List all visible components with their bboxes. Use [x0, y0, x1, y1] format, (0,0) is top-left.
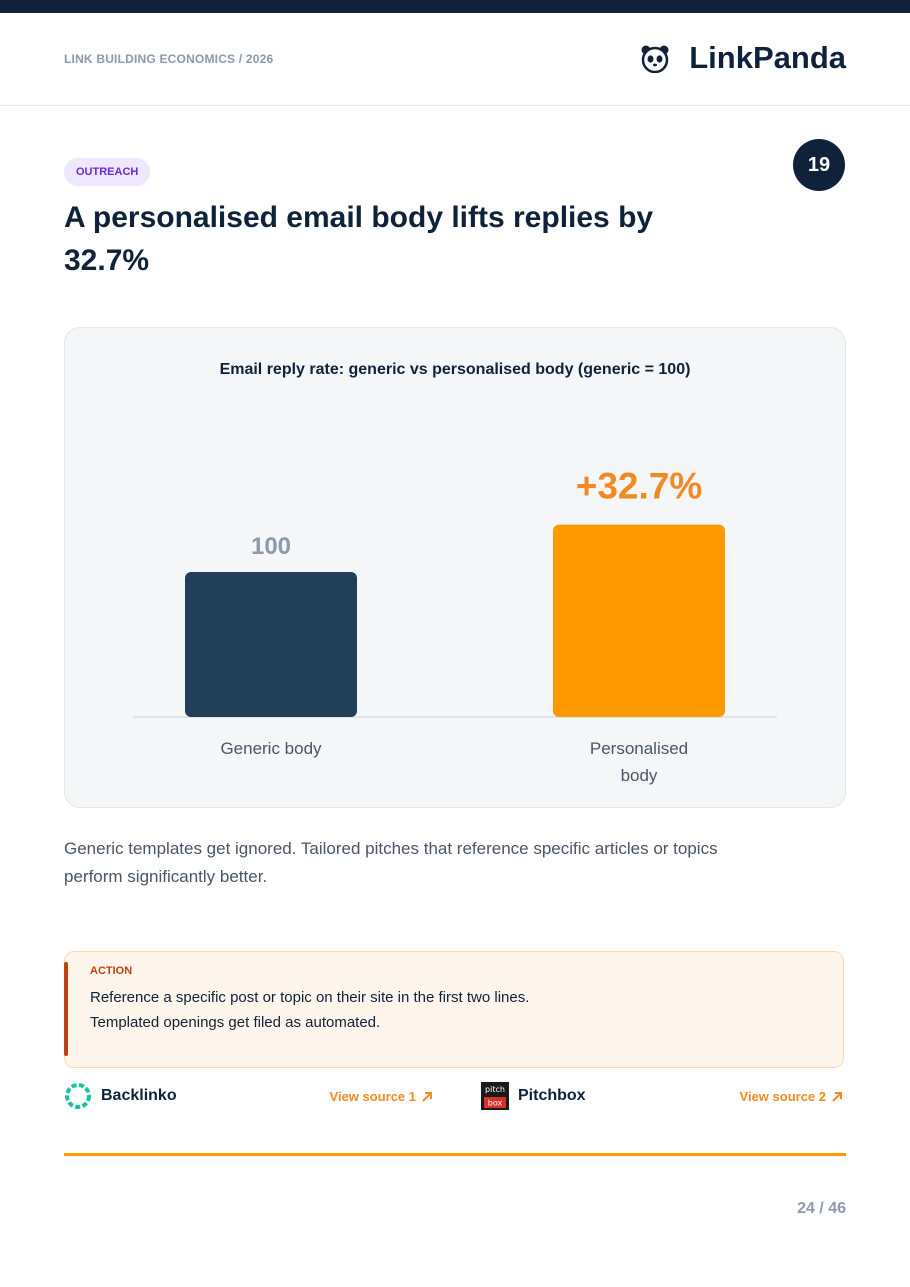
- category-label: Personalised body: [589, 739, 689, 785]
- value-label: +32.7%: [576, 466, 703, 507]
- source-name: Pitchbox: [518, 1087, 586, 1104]
- action-text: Templated openings get filed as automate…: [90, 1014, 381, 1031]
- bar: [553, 524, 725, 717]
- source-name: Backlinko: [101, 1087, 177, 1104]
- top-bar: [0, 0, 910, 13]
- link-arrow: [832, 1092, 842, 1102]
- source-icon: pitch box: [481, 1082, 509, 1110]
- value-label: 100: [251, 533, 291, 560]
- page-title: A personalised email body lifts replies …: [64, 201, 654, 277]
- svg-text:box: box: [488, 1099, 503, 1108]
- category-label: Generic body: [220, 739, 322, 758]
- page-number: 24 / 46: [797, 1200, 846, 1217]
- action-label: ACTION: [90, 965, 133, 977]
- source-link[interactable]: View source 2: [739, 1089, 826, 1104]
- stat-number: 19: [793, 139, 845, 191]
- chart: 100 +32.7%: [133, 466, 777, 718]
- eyebrow: LINK BUILDING ECONOMICS / 2026: [64, 52, 274, 66]
- source-icon: [65, 1083, 91, 1109]
- category-tag: OUTREACH: [64, 158, 151, 186]
- footer-rule: [64, 1153, 846, 1156]
- bar: [185, 572, 357, 717]
- action-box: [64, 951, 844, 1068]
- body-text: Generic templates get ignored. Tailored …: [64, 839, 718, 886]
- action-accent: [64, 962, 68, 1056]
- chart-title: Email reply rate: generic vs personalise…: [219, 361, 691, 378]
- svg-text:pitch: pitch: [485, 1085, 505, 1094]
- divider: [0, 105, 910, 106]
- link-arrow: [422, 1092, 432, 1102]
- brand-logo: [641, 45, 669, 73]
- brand-name: LinkPanda: [689, 40, 846, 75]
- source-link[interactable]: View source 1: [329, 1089, 416, 1104]
- action-text: Reference a specific post or topic on th…: [90, 989, 530, 1006]
